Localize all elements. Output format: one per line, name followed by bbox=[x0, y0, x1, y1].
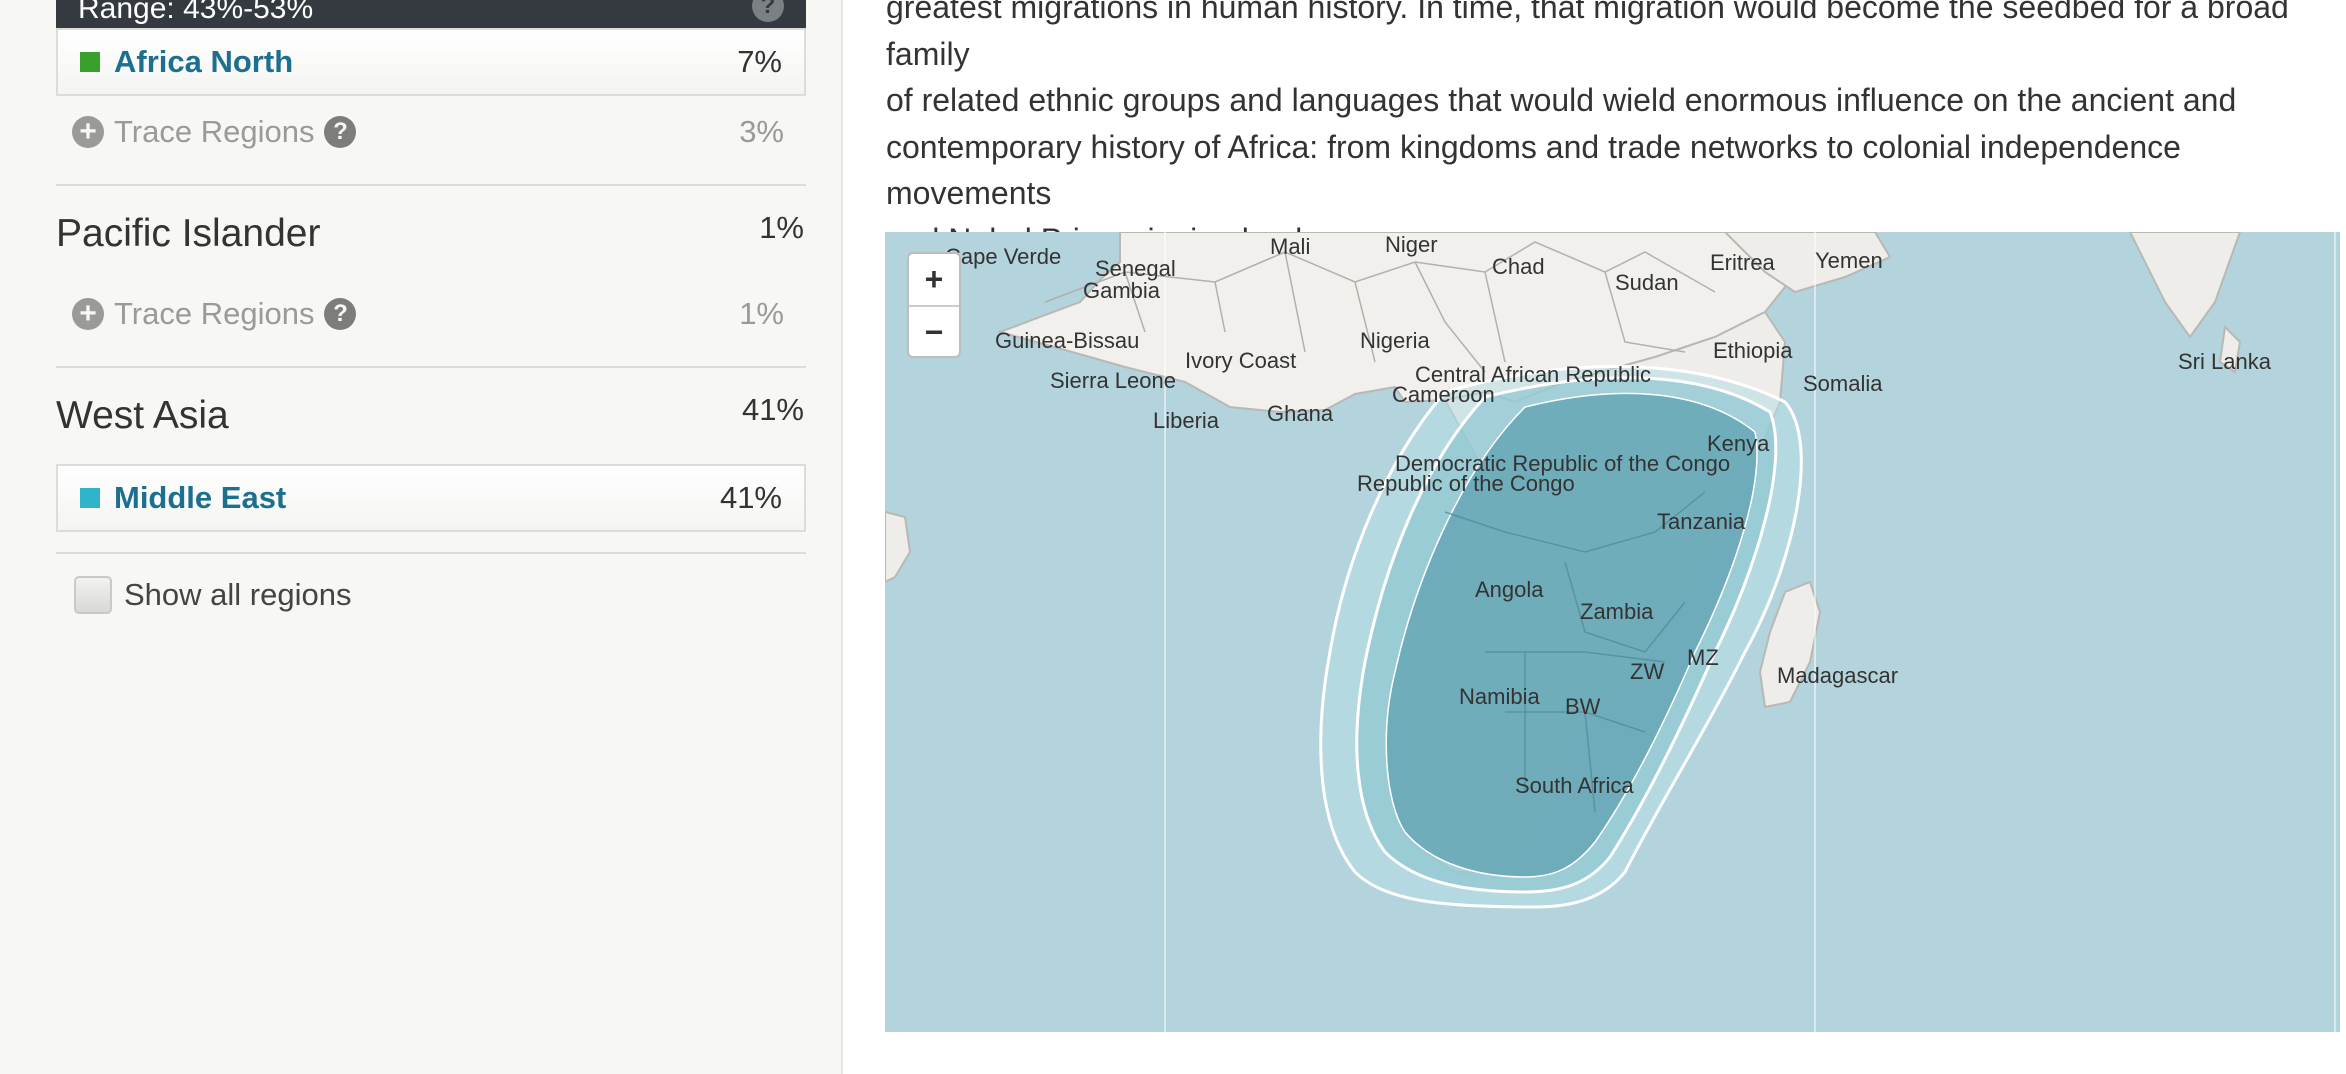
map-label: Madagascar bbox=[1777, 663, 1898, 688]
map-label: Mali bbox=[1270, 234, 1310, 259]
story-text: greatest migrations in human history. In… bbox=[886, 0, 2336, 263]
madagascar-landmass bbox=[1758, 580, 1822, 709]
map-label: Republic of the Congo bbox=[1357, 471, 1575, 496]
zoom-out-button[interactable]: − bbox=[924, 314, 944, 350]
plus-circle-icon[interactable]: + bbox=[72, 116, 104, 148]
map-label: Eritrea bbox=[1710, 250, 1776, 275]
map-label: Zambia bbox=[1580, 599, 1654, 624]
map-label: Yemen bbox=[1815, 248, 1883, 273]
map-label: ZW bbox=[1630, 659, 1664, 684]
map-label: Sri Lanka bbox=[2178, 349, 2272, 374]
zoom-control: + − bbox=[907, 252, 961, 358]
divider bbox=[56, 552, 806, 554]
trace-regions-label[interactable]: Trace Regions bbox=[114, 296, 315, 331]
map-label: Guinea-Bissau bbox=[995, 328, 1139, 353]
show-all-regions[interactable]: Show all regions bbox=[74, 576, 351, 614]
trace-percent: 3% bbox=[739, 114, 784, 149]
help-icon[interactable]: ? bbox=[324, 298, 357, 330]
map-label: Kenya bbox=[1707, 431, 1770, 456]
map-label: Senegal bbox=[1095, 256, 1176, 281]
island-landmass bbox=[885, 510, 912, 584]
help-icon[interactable]: ? bbox=[324, 116, 357, 148]
map-label: South Africa bbox=[1515, 773, 1634, 798]
zoom-in-button[interactable]: + bbox=[909, 254, 959, 307]
divider bbox=[56, 366, 806, 368]
story-line: contemporary history of Africa: from kin… bbox=[886, 128, 2181, 212]
group-title-pacific: Pacific Islander bbox=[56, 212, 321, 255]
help-icon[interactable]: ? bbox=[752, 0, 784, 22]
map-label: BW bbox=[1565, 694, 1601, 719]
map-canvas[interactable]: Cape Verde Senegal Gambia Mali Niger Cha… bbox=[885, 232, 2340, 1032]
migration-zone-core bbox=[1385, 392, 1758, 878]
map-label: Sierra Leone bbox=[1050, 368, 1176, 393]
sidebar: Range: 43%-53% ? Africa North 7% + Trace… bbox=[0, 0, 843, 1074]
region-name[interactable]: Africa North bbox=[114, 44, 294, 79]
map-label: Sudan bbox=[1615, 270, 1679, 295]
group-title-west-asia: West Asia bbox=[56, 394, 229, 437]
map-label: Cape Verde bbox=[945, 244, 1061, 269]
trace-regions-label[interactable]: Trace Regions bbox=[114, 114, 315, 149]
region-name[interactable]: Middle East bbox=[114, 480, 287, 515]
country-borders bbox=[1444, 491, 1706, 813]
map-label: Namibia bbox=[1459, 684, 1540, 709]
map-label: Tanzania bbox=[1657, 509, 1746, 534]
region-percent: 7% bbox=[737, 44, 782, 79]
group-percent-pacific: 1% bbox=[759, 210, 804, 245]
map-label: MZ bbox=[1687, 645, 1719, 670]
map-label: Liberia bbox=[1153, 408, 1220, 433]
region-percent: 41% bbox=[719, 480, 782, 515]
map-label: Gambia bbox=[1083, 278, 1161, 303]
range-header: Range: 43%-53% ? bbox=[56, 0, 806, 28]
story-line: greatest migrations in human history. In… bbox=[886, 0, 2289, 72]
color-swatch bbox=[80, 488, 100, 508]
map-label: Chad bbox=[1492, 254, 1545, 279]
color-swatch bbox=[80, 52, 100, 72]
story-line: of related ethnic groups and languages t… bbox=[886, 82, 2237, 118]
region-middle-east[interactable]: Middle East 41% bbox=[56, 464, 806, 532]
trace-regions-toggle[interactable]: + Trace Regions ? 3% bbox=[72, 112, 784, 152]
map-label: Democratic Republic of the Congo bbox=[1395, 451, 1730, 476]
arabia-landmass bbox=[1723, 232, 1892, 294]
sri-lanka-landmass bbox=[2218, 324, 2242, 374]
group-percent-west-asia: 41% bbox=[741, 392, 804, 427]
migration-map[interactable]: Cape Verde Senegal Gambia Mali Niger Cha… bbox=[885, 232, 2340, 1032]
map-label: Nigeria bbox=[1360, 328, 1430, 353]
trace-regions-toggle[interactable]: + Trace Regions ? 1% bbox=[72, 294, 784, 334]
divider bbox=[56, 184, 806, 186]
map-label: Somalia bbox=[1803, 371, 1883, 396]
show-all-checkbox[interactable] bbox=[74, 576, 112, 614]
plus-circle-icon[interactable]: + bbox=[72, 298, 104, 330]
region-africa-north[interactable]: Africa North 7% bbox=[56, 28, 806, 96]
show-all-label[interactable]: Show all regions bbox=[124, 577, 352, 612]
india-landmass bbox=[2128, 232, 2242, 339]
map-label: Ethiopia bbox=[1713, 338, 1793, 363]
map-label: Cameroon bbox=[1392, 382, 1495, 407]
map-label: Niger bbox=[1385, 232, 1438, 257]
country-borders-north bbox=[1044, 241, 1716, 373]
map-label: Ghana bbox=[1267, 401, 1334, 426]
map-label: Central African Republic bbox=[1415, 362, 1651, 387]
range-label: Range: 43%-53% bbox=[78, 0, 314, 25]
trace-percent: 1% bbox=[739, 296, 784, 331]
map-label: Angola bbox=[1475, 577, 1544, 602]
map-label: Ivory Coast bbox=[1185, 348, 1296, 373]
